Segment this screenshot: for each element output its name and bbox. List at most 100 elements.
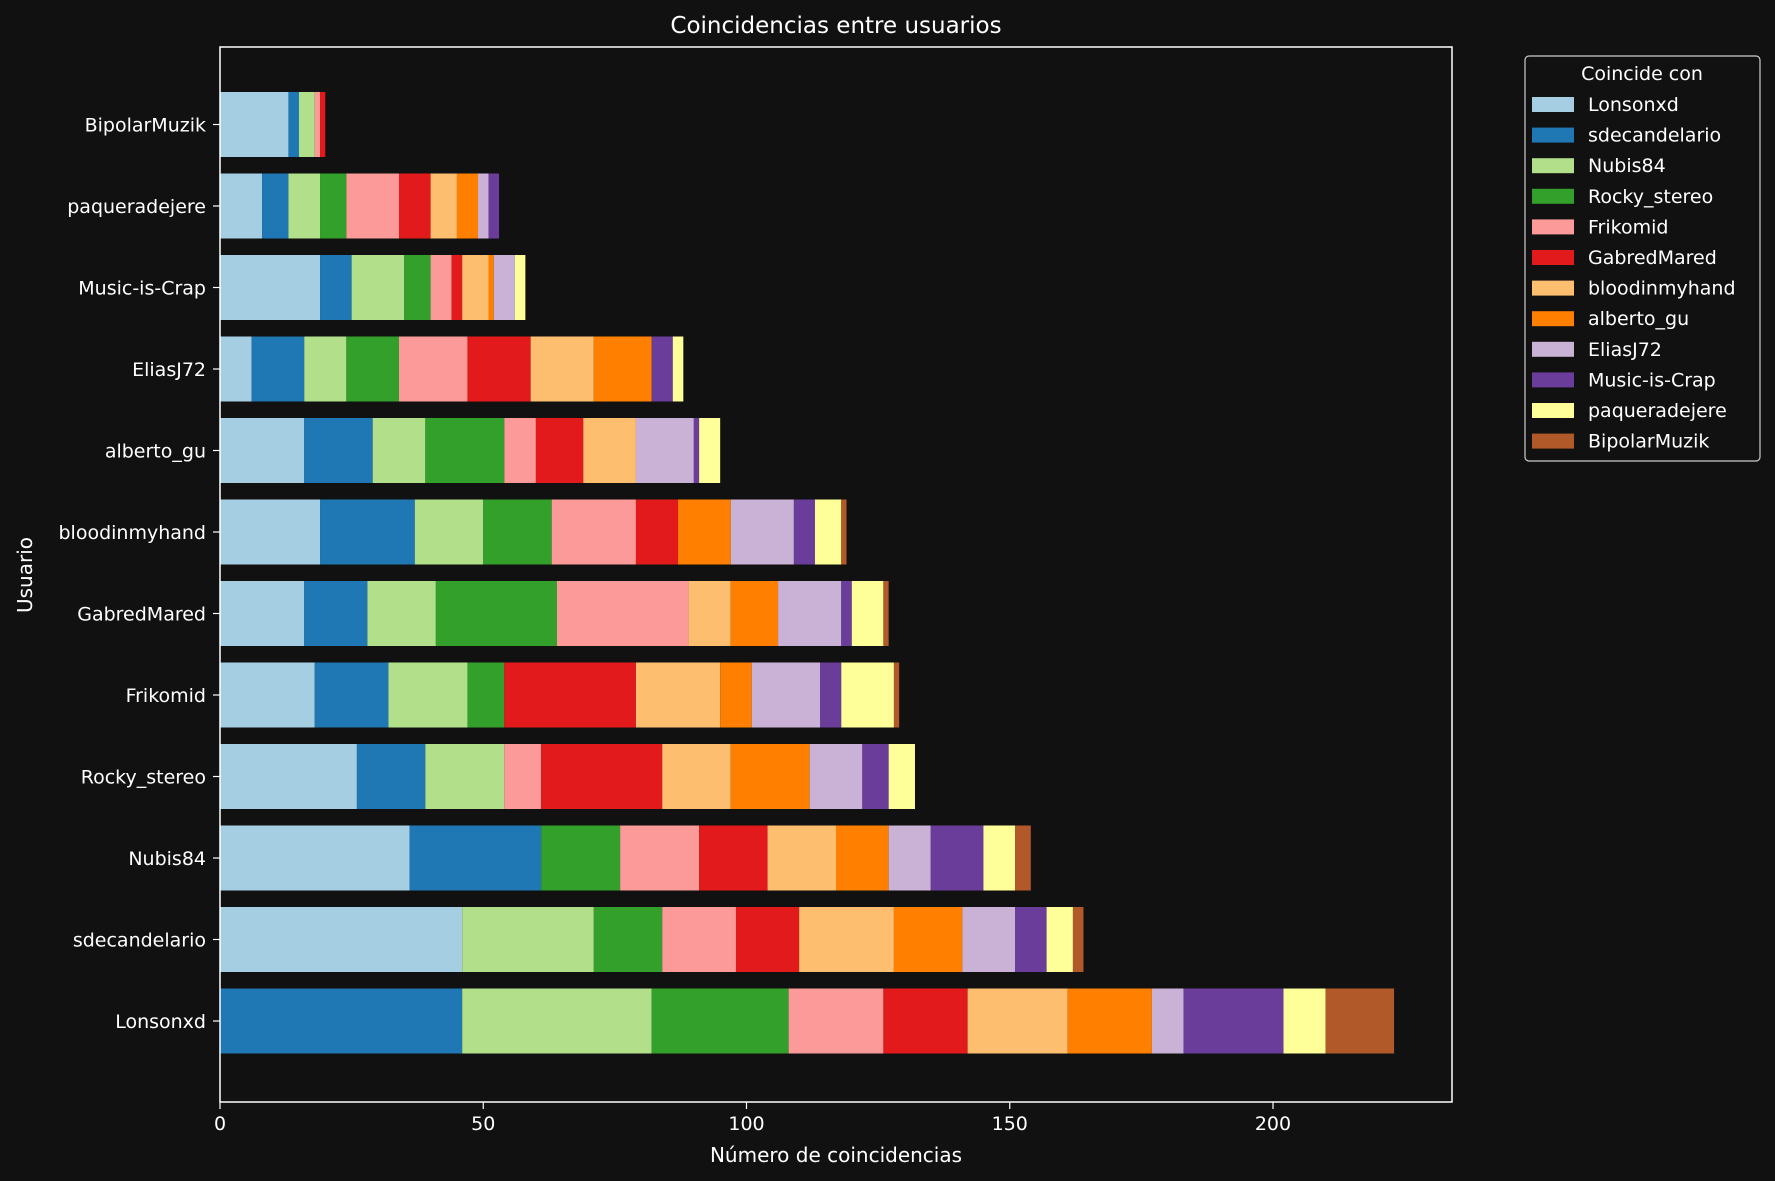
bar-segment-Nubis84-BipolarMuzik <box>1015 825 1031 891</box>
bar-segment-Rocky_stereo-EliasJ72 <box>809 744 863 809</box>
bar-segment-alberto_gu-GabredMared <box>535 418 584 483</box>
bar-segment-Music-is-Crap-EliasJ72 <box>493 255 515 320</box>
bar-segment-sdecandelario-Lonsonxd <box>220 907 463 972</box>
bar-segment-bloodinmyhand-Lonsonxd <box>220 499 321 565</box>
legend-label: sdecandelario <box>1588 125 1721 147</box>
bar-segment-Lonsonxd-sdecandelario <box>220 988 463 1054</box>
legend-swatch <box>1532 403 1574 418</box>
bar-segment-sdecandelario-GabredMared <box>735 907 800 972</box>
bar-segment-GabredMared-alberto_gu <box>730 581 779 646</box>
bar-segment-GabredMared-Frikomid <box>556 581 689 646</box>
bar-segment-bloodinmyhand-alberto_gu <box>678 499 731 565</box>
bar-segment-Lonsonxd-Music-is-Crap <box>1183 988 1284 1054</box>
bar-segment-Lonsonxd-alberto_gu <box>1067 988 1152 1054</box>
bar-segment-alberto_gu-paqueradejere <box>699 418 721 483</box>
bar-segment-Nubis84-GabredMared <box>699 825 768 891</box>
x-tick-label: 150 <box>992 1113 1028 1135</box>
bar-segment-Frikomid-Rocky_stereo <box>467 662 505 728</box>
bar-segment-bloodinmyhand-BipolarMuzik <box>841 499 847 565</box>
bar-segment-Nubis84-Frikomid <box>620 825 700 891</box>
bar-segment-EliasJ72-Nubis84 <box>304 336 347 402</box>
y-tick-label: EliasJ72 <box>132 359 206 381</box>
bar-segment-bloodinmyhand-Rocky_stereo <box>483 499 552 565</box>
x-tick-label: 100 <box>728 1113 764 1135</box>
legend-label: alberto_gu <box>1588 308 1689 330</box>
bar-segment-GabredMared-paqueradejere <box>851 581 884 646</box>
bar-segment-EliasJ72-sdecandelario <box>251 336 305 402</box>
legend-swatch <box>1532 250 1574 265</box>
y-tick-label: Music-is-Crap <box>78 278 206 300</box>
plot-frame <box>219 46 1453 1103</box>
bar-segment-Lonsonxd-Frikomid <box>788 988 884 1054</box>
y-tick-label: Frikomid <box>126 685 206 707</box>
legend-label: paqueradejere <box>1588 400 1727 422</box>
legend-swatch <box>1532 433 1574 449</box>
bar-segment-Music-is-Crap-Rocky_stereo <box>404 255 431 320</box>
legend-swatch <box>1532 188 1574 204</box>
bar-segment-Lonsonxd-GabredMared <box>883 988 968 1054</box>
bar-segment-Music-is-Crap-Nubis84 <box>351 255 405 320</box>
bar-segment-bloodinmyhand-paqueradejere <box>814 499 842 565</box>
bar-segment-paqueradejere-Frikomid <box>346 173 400 239</box>
bar-segment-Music-is-Crap-alberto_gu <box>488 255 494 320</box>
bar-segment-bloodinmyhand-Music-is-Crap <box>793 499 815 565</box>
y-tick-label: alberto_gu <box>105 441 206 463</box>
bar-segment-Nubis84-Lonsonxd <box>220 825 410 891</box>
bar-segment-EliasJ72-alberto_gu <box>593 336 652 402</box>
bar-segment-alberto_gu-Frikomid <box>504 418 536 483</box>
bar-segment-Nubis84-paqueradejere <box>983 825 1016 891</box>
bar-segment-paqueradejere-Lonsonxd <box>220 173 263 239</box>
bar-segment-Nubis84-Rocky_stereo <box>541 825 621 891</box>
bar-segment-Music-is-Crap-paqueradejere <box>514 255 526 320</box>
bar-segment-sdecandelario-bloodinmyhand <box>799 907 894 972</box>
bar-segment-Frikomid-Music-is-Crap <box>820 662 842 728</box>
bar-segment-Lonsonxd-BipolarMuzik <box>1325 988 1395 1054</box>
bar-segment-alberto_gu-sdecandelario <box>304 418 373 483</box>
bar-segment-alberto_gu-Rocky_stereo <box>425 418 505 483</box>
legend-label: EliasJ72 <box>1588 339 1662 361</box>
bar-segment-sdecandelario-Nubis84 <box>462 907 594 972</box>
bar-segment-Frikomid-alberto_gu <box>720 662 752 728</box>
legend-items: Lonsonxd sdecandelario Nubis84 Rocky_stereo… <box>1532 94 1736 453</box>
bar-segment-paqueradejere-Rocky_stereo <box>320 173 347 239</box>
legend-swatch <box>1532 219 1574 235</box>
bar-segment-Music-is-Crap-Lonsonxd <box>220 255 321 320</box>
y-tick-label: GabredMared <box>77 604 206 626</box>
bar-segment-Lonsonxd-Rocky_stereo <box>651 988 789 1054</box>
bar-segment-bloodinmyhand-GabredMared <box>635 499 679 565</box>
bar-segment-GabredMared-bloodinmyhand <box>688 581 731 646</box>
bar-segment-GabredMared-sdecandelario <box>304 581 368 646</box>
bar-segment-alberto_gu-EliasJ72 <box>635 418 694 483</box>
bar-segment-Nubis84-Music-is-Crap <box>930 825 984 891</box>
legend-label: Rocky_stereo <box>1588 186 1713 208</box>
legend-swatch <box>1532 97 1574 112</box>
legend-label: BipolarMuzik <box>1588 431 1709 453</box>
bar-segment-Lonsonxd-EliasJ72 <box>1151 988 1184 1054</box>
bar-segment-EliasJ72-GabredMared <box>467 336 531 402</box>
chart-title: Coincidencias entre usuarios <box>670 13 1001 39</box>
bar-segment-GabredMared-Rocky_stereo <box>435 581 557 646</box>
bar-segment-GabredMared-EliasJ72 <box>778 581 842 646</box>
legend: Coincide con Lonsonxd sdecandelario Nubis8… <box>1524 55 1761 462</box>
legend-label: Nubis84 <box>1588 155 1666 177</box>
bar-segment-paqueradejere-sdecandelario <box>262 173 289 239</box>
bar-segment-Nubis84-sdecandelario <box>409 825 542 891</box>
bar-segment-GabredMared-Music-is-Crap <box>841 581 852 646</box>
bar-segment-Rocky_stereo-bloodinmyhand <box>662 744 731 809</box>
x-tick-label: 50 <box>471 1113 495 1135</box>
bar-segment-EliasJ72-bloodinmyhand <box>530 336 594 402</box>
bar-segment-sdecandelario-EliasJ72 <box>962 907 1016 972</box>
bar-segment-alberto_gu-Music-is-Crap <box>693 418 700 483</box>
bar-segment-sdecandelario-BipolarMuzik <box>1072 907 1084 972</box>
bar-segment-Rocky_stereo-Nubis84 <box>425 744 505 809</box>
bar-segment-bloodinmyhand-Frikomid <box>551 499 636 565</box>
x-axis-ticks: 0 50 100 150 200 <box>214 1102 1291 1135</box>
bar-segment-EliasJ72-Frikomid <box>399 336 468 402</box>
bar-segment-sdecandelario-Frikomid <box>662 907 736 972</box>
bar-segment-EliasJ72-Music-is-Crap <box>651 336 673 402</box>
legend-label: Lonsonxd <box>1588 94 1679 116</box>
legend-swatch <box>1532 311 1574 327</box>
bar-segment-Rocky_stereo-Lonsonxd <box>220 744 357 809</box>
bar-segment-Rocky_stereo-sdecandelario <box>356 744 426 809</box>
